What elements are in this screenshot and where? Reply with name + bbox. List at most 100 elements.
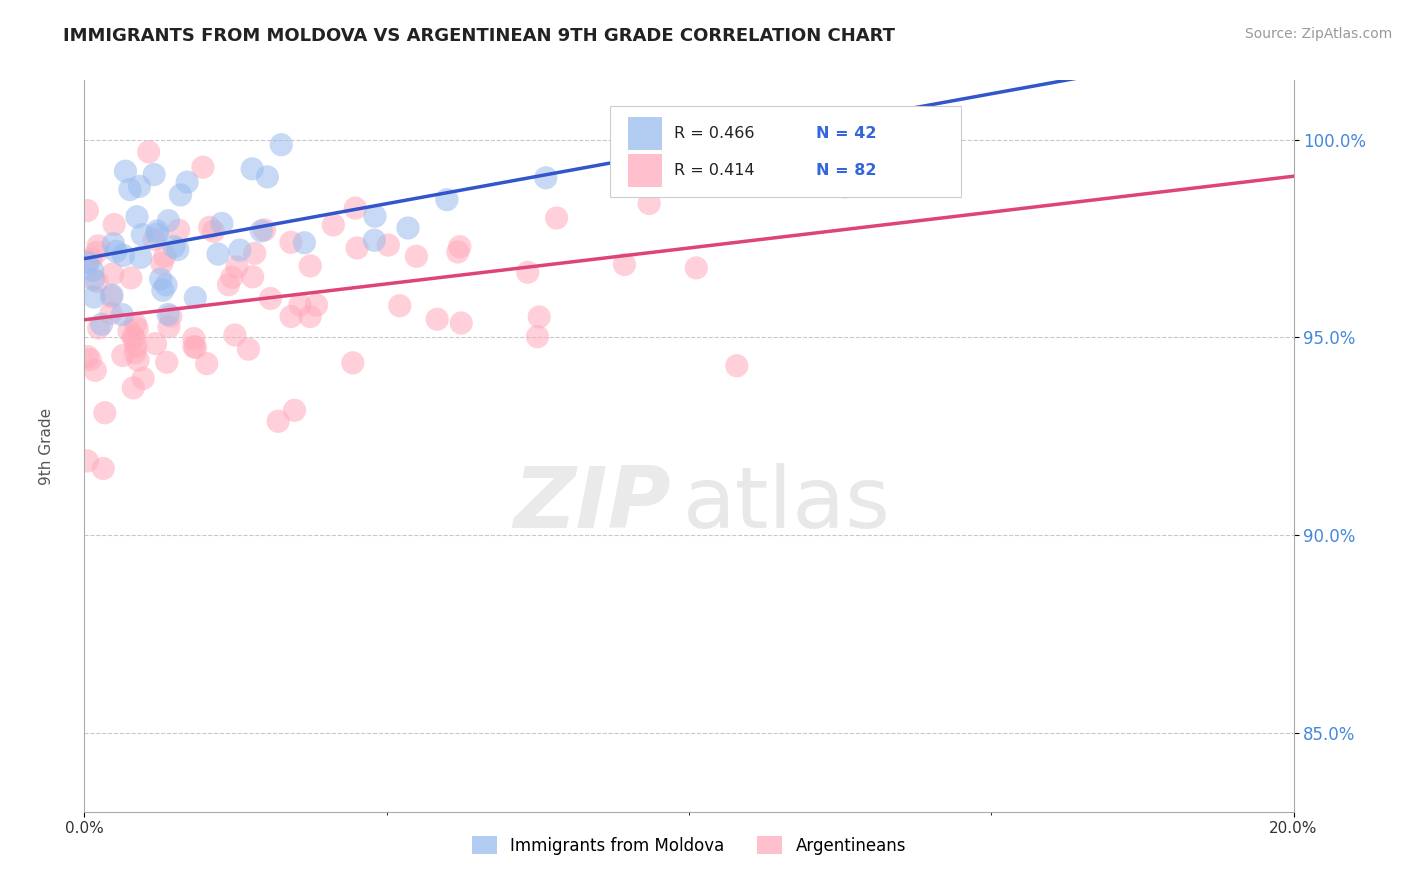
Point	[240, 161, 263, 176]
Point	[120, 271, 142, 285]
Point	[86, 245, 108, 260]
Point	[238, 342, 260, 356]
Point	[101, 267, 124, 281]
Point	[143, 232, 166, 246]
Point	[229, 243, 252, 257]
Point	[114, 164, 136, 178]
Point	[100, 306, 122, 320]
Point	[111, 349, 134, 363]
Point	[155, 277, 177, 292]
Point	[103, 218, 125, 232]
Point	[259, 292, 281, 306]
Point	[76, 255, 98, 269]
Point	[195, 357, 218, 371]
Text: atlas: atlas	[683, 463, 891, 546]
Point	[270, 137, 292, 152]
Point	[280, 310, 302, 324]
Point	[426, 312, 449, 326]
Point	[82, 272, 104, 286]
Point	[103, 236, 125, 251]
Point	[184, 291, 207, 305]
Text: ZIP: ZIP	[513, 463, 671, 546]
Point	[526, 329, 548, 343]
Point	[652, 160, 675, 174]
Point	[685, 260, 707, 275]
Point	[183, 340, 205, 354]
Point	[256, 169, 278, 184]
Point	[169, 188, 191, 202]
Point	[156, 355, 179, 369]
Point	[546, 211, 568, 225]
Point	[82, 263, 104, 277]
Point	[534, 170, 557, 185]
Text: 9th Grade: 9th Grade	[39, 408, 53, 484]
Point	[242, 269, 264, 284]
Point	[157, 319, 180, 334]
Point	[87, 239, 110, 253]
Point	[450, 316, 472, 330]
Point	[112, 248, 135, 262]
FancyBboxPatch shape	[628, 153, 662, 186]
Point	[101, 288, 124, 302]
Text: R = 0.414: R = 0.414	[675, 162, 755, 178]
Point	[198, 220, 221, 235]
Point	[122, 381, 145, 395]
Point	[118, 324, 141, 338]
Text: N = 42: N = 42	[815, 126, 876, 141]
Point	[834, 180, 856, 194]
Point	[221, 270, 243, 285]
FancyBboxPatch shape	[610, 106, 962, 197]
Point	[364, 209, 387, 223]
Point	[87, 321, 110, 335]
Point	[529, 310, 551, 324]
Point	[267, 414, 290, 428]
Point	[363, 233, 385, 247]
Point	[638, 196, 661, 211]
Text: N = 82: N = 82	[815, 162, 876, 178]
Text: IMMIGRANTS FROM MOLDOVA VS ARGENTINEAN 9TH GRADE CORRELATION CHART: IMMIGRANTS FROM MOLDOVA VS ARGENTINEAN 9…	[63, 27, 896, 45]
Point	[146, 224, 169, 238]
Point	[129, 251, 152, 265]
Point	[160, 310, 183, 324]
Point	[184, 340, 207, 354]
Point	[146, 227, 169, 241]
Point	[250, 224, 273, 238]
Point	[191, 160, 214, 174]
Point	[396, 221, 419, 235]
Point	[124, 317, 146, 331]
Point	[143, 168, 166, 182]
FancyBboxPatch shape	[628, 117, 662, 150]
Point	[118, 183, 141, 197]
Point	[122, 329, 145, 343]
Point	[346, 241, 368, 255]
Point	[436, 193, 458, 207]
Point	[167, 223, 190, 237]
Point	[176, 175, 198, 189]
Point	[218, 277, 240, 292]
Point	[86, 275, 108, 289]
Point	[79, 352, 101, 367]
Legend: Immigrants from Moldova, Argentineans: Immigrants from Moldova, Argentineans	[471, 837, 907, 855]
Point	[288, 298, 311, 312]
Point	[128, 179, 150, 194]
Point	[100, 290, 122, 304]
Point	[322, 218, 344, 232]
Point	[157, 213, 180, 227]
Point	[202, 224, 225, 238]
Point	[125, 210, 148, 224]
Point	[149, 272, 172, 286]
Point	[127, 322, 149, 336]
Point	[224, 327, 246, 342]
Point	[127, 353, 149, 368]
Point	[150, 256, 173, 270]
Text: R = 0.466: R = 0.466	[675, 126, 755, 141]
Point	[283, 403, 305, 417]
Point	[207, 247, 229, 261]
Point	[76, 454, 98, 468]
Point	[342, 356, 364, 370]
Point	[152, 283, 174, 297]
Point	[131, 227, 153, 242]
Point	[344, 201, 367, 215]
Point	[91, 461, 114, 475]
Point	[447, 244, 470, 259]
